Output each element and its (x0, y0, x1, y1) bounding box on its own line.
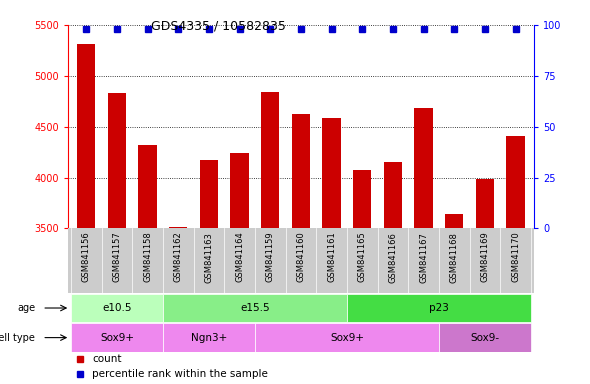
Bar (384, 162, 402, 228)
Text: GSM841157: GSM841157 (113, 232, 122, 283)
Bar (71, 294, 163, 322)
Bar (291, 114, 310, 228)
Bar (77, 44, 96, 228)
Bar (199, 160, 218, 228)
Bar (322, 118, 341, 228)
Bar (139, 145, 157, 228)
Text: GSM841168: GSM841168 (450, 232, 458, 283)
Text: GSM841166: GSM841166 (388, 232, 398, 283)
Text: GSM841156: GSM841156 (82, 232, 91, 283)
Text: Sox9+: Sox9+ (100, 333, 134, 343)
Text: percentile rank within the sample: percentile rank within the sample (92, 369, 268, 379)
Bar (230, 153, 249, 228)
Text: GSM841169: GSM841169 (480, 232, 489, 283)
Text: GDS4335 / 10582835: GDS4335 / 10582835 (151, 20, 286, 33)
Text: Sox9-: Sox9- (470, 333, 500, 343)
Text: GSM841158: GSM841158 (143, 232, 152, 283)
Bar (439, 323, 531, 352)
Text: cell type: cell type (0, 333, 35, 343)
Bar (261, 92, 280, 228)
Bar (353, 170, 372, 228)
Text: age: age (17, 303, 35, 313)
Text: GSM841165: GSM841165 (358, 232, 367, 283)
Text: GSM841164: GSM841164 (235, 232, 244, 283)
Bar (71, 323, 163, 352)
Bar (163, 294, 347, 322)
Text: GSM841161: GSM841161 (327, 232, 336, 283)
Text: count: count (92, 354, 122, 364)
Bar (506, 136, 525, 228)
Text: Sox9+: Sox9+ (330, 333, 364, 343)
Bar (108, 93, 126, 228)
Bar (414, 108, 432, 228)
Bar (163, 323, 255, 352)
Bar (347, 294, 531, 322)
Text: e10.5: e10.5 (102, 303, 132, 313)
Bar (476, 179, 494, 228)
Bar (169, 227, 188, 228)
Text: e15.5: e15.5 (240, 303, 270, 313)
Text: Ngn3+: Ngn3+ (191, 333, 227, 343)
Text: GSM841162: GSM841162 (173, 232, 183, 283)
Bar (255, 323, 439, 352)
Text: GSM841159: GSM841159 (266, 232, 275, 282)
Text: GSM841170: GSM841170 (511, 232, 520, 283)
Text: GSM841167: GSM841167 (419, 232, 428, 283)
Bar (445, 214, 463, 228)
Text: GSM841163: GSM841163 (204, 232, 214, 283)
Text: p23: p23 (429, 303, 449, 313)
Text: GSM841160: GSM841160 (296, 232, 306, 283)
